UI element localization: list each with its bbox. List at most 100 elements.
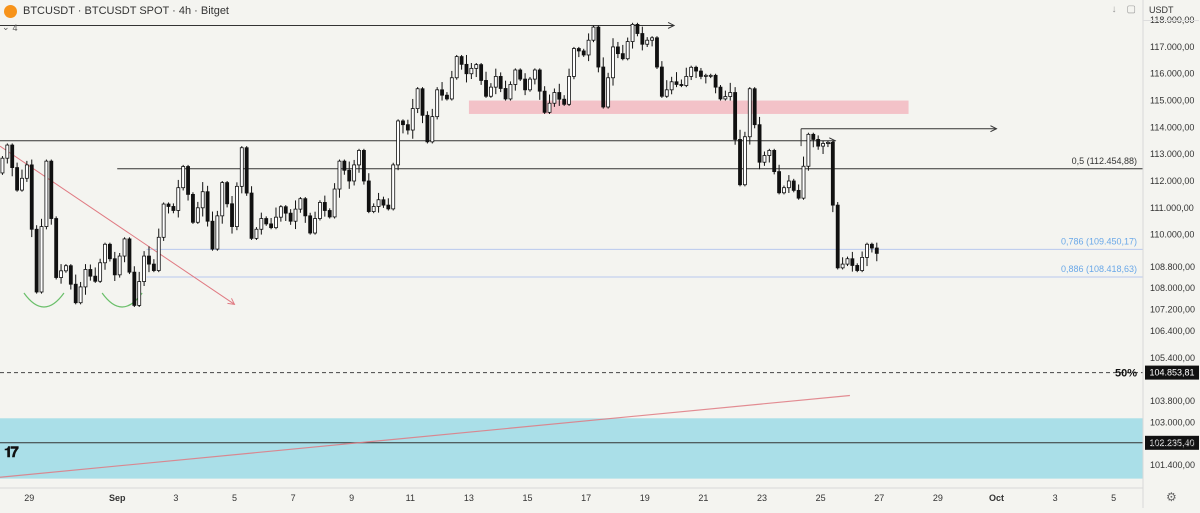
candle-up xyxy=(298,198,303,210)
candle-down xyxy=(855,265,860,271)
price-tick-label: 112.000,00 xyxy=(1150,176,1194,186)
candle-up xyxy=(567,76,571,105)
price-tick-label: 117.000,00 xyxy=(1150,42,1194,52)
time-tick-label: 19 xyxy=(640,493,650,503)
price-tick-label: 116.000,00 xyxy=(1150,69,1194,79)
candle-up xyxy=(39,226,44,293)
settings-icon[interactable]: ⚙ xyxy=(1166,490,1177,504)
candle-down xyxy=(10,144,15,168)
time-tick-label: 3 xyxy=(173,493,178,503)
candle-down xyxy=(777,171,782,194)
candle-down xyxy=(718,86,723,100)
candle-down xyxy=(88,269,93,277)
time-tick-label: 7 xyxy=(291,493,296,503)
candle-up xyxy=(669,81,674,91)
candle-up xyxy=(586,39,591,56)
chevron-down-icon[interactable]: ⌄ xyxy=(2,22,10,32)
level-labels-layer: 0,5 (112.454,88) 0,786 (109.450,17) 0,886 … xyxy=(1061,156,1199,450)
candle-down xyxy=(93,275,98,282)
time-tick-label: 25 xyxy=(816,493,826,503)
candle-down xyxy=(68,265,73,285)
arrow-down-icon[interactable]: ↓ xyxy=(1111,4,1117,15)
candle-up xyxy=(122,238,127,257)
currency-selector[interactable]: USDT xyxy=(1143,0,1199,21)
candle-up xyxy=(708,74,713,77)
candle-up xyxy=(742,136,747,186)
candle-down xyxy=(542,90,547,113)
time-tick-label: Oct xyxy=(989,493,1004,503)
maximize-icon[interactable]: ▢ xyxy=(1126,4,1136,15)
candle-up xyxy=(625,41,630,60)
candle-up xyxy=(142,255,147,282)
candle-down xyxy=(615,46,620,55)
demand-zone xyxy=(0,418,1143,479)
candle-up xyxy=(410,108,415,131)
candle-up xyxy=(801,165,806,199)
symbol-title[interactable]: BTCUSDT · BTCUSDT SPOT · 4h · Bitget xyxy=(23,5,229,17)
price-tick-label: 113.000,00 xyxy=(1150,149,1194,159)
candle-up xyxy=(274,216,278,229)
candle-up xyxy=(259,218,264,230)
candle-up xyxy=(337,160,342,190)
trendline-arrowhead xyxy=(227,298,236,305)
candle-down xyxy=(869,243,874,249)
time-tick-label: 5 xyxy=(1111,493,1116,503)
candle-down xyxy=(659,66,664,97)
candle-up xyxy=(195,207,200,223)
plot-background xyxy=(0,0,1143,488)
double-bottom-arc xyxy=(23,292,65,308)
candle-down xyxy=(699,70,703,77)
time-tick-label: 29 xyxy=(933,493,943,503)
candle-up xyxy=(59,270,63,278)
candle-down xyxy=(816,139,821,147)
candle-down xyxy=(518,69,523,80)
candle-up xyxy=(645,39,650,45)
candle-down xyxy=(459,56,464,65)
bitcoin-icon xyxy=(4,4,17,18)
candle-down xyxy=(308,215,313,234)
time-tick-label: 3 xyxy=(1053,493,1058,503)
price-tick-label: 106.400,00 xyxy=(1150,326,1195,336)
candle-down xyxy=(420,88,425,116)
candle-down xyxy=(127,238,132,273)
candle-up xyxy=(239,147,244,187)
price-axis[interactable]: 118.000,00117.000,00116.000,00115.000,00… xyxy=(1150,15,1195,470)
candle-up xyxy=(591,26,596,41)
candle-down xyxy=(479,64,484,81)
candle-down xyxy=(733,92,738,140)
candle-down xyxy=(15,167,20,191)
candle-up xyxy=(103,243,107,264)
candle-down xyxy=(405,124,410,131)
fib-0.5-label: 0,5 (112.454,88) xyxy=(1072,156,1137,166)
price-tick-label: 110.000,00 xyxy=(1150,230,1194,240)
candle-up xyxy=(469,67,474,75)
candle-down xyxy=(322,202,327,211)
candle-down xyxy=(738,139,742,186)
candle-up xyxy=(78,286,83,304)
candle-down xyxy=(249,192,254,239)
candle-down xyxy=(210,220,215,250)
chart-toolbar: ↓ ▢ xyxy=(1112,4,1136,15)
candle-up xyxy=(83,269,88,288)
candle-up xyxy=(493,76,498,88)
candle-up xyxy=(449,77,454,100)
candle-down xyxy=(205,191,210,222)
candle-down xyxy=(107,243,112,260)
candle-up xyxy=(137,281,142,306)
ray-arrowhead xyxy=(990,125,998,133)
candle-down xyxy=(620,53,625,60)
candle-up xyxy=(313,218,317,234)
chart-header: BTCUSDT · BTCUSDT SPOT · 4h · Bitget xyxy=(0,0,229,22)
price-tick-label: 115.000,00 xyxy=(1150,96,1194,106)
time-tick-label: 23 xyxy=(757,493,767,503)
time-axis[interactable]: 29 Sep 3 5 7 9 11 13 15 17 19 21 23 25 27 29 Oct 3 5 xyxy=(24,493,1116,503)
candle-down xyxy=(132,271,137,306)
candle-up xyxy=(786,180,791,189)
price-tick-label: 108.000,00 xyxy=(1150,283,1195,293)
candle-up xyxy=(376,199,381,207)
indicator-toggle[interactable]: ⌄ 4 xyxy=(2,22,18,33)
candle-up xyxy=(0,157,5,174)
candle-up xyxy=(332,188,337,218)
